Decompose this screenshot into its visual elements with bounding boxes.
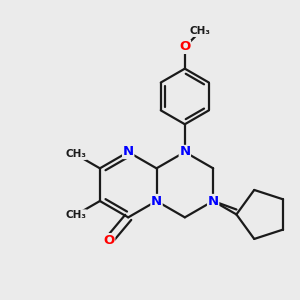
Text: CH₃: CH₃ xyxy=(190,26,211,37)
Text: O: O xyxy=(103,234,115,247)
Text: CH₃: CH₃ xyxy=(65,149,86,160)
Text: CH₃: CH₃ xyxy=(65,210,86,220)
Text: N: N xyxy=(179,146,191,158)
Text: N: N xyxy=(123,146,134,158)
Text: O: O xyxy=(179,40,190,53)
Text: N: N xyxy=(208,194,219,208)
Text: N: N xyxy=(151,194,162,208)
